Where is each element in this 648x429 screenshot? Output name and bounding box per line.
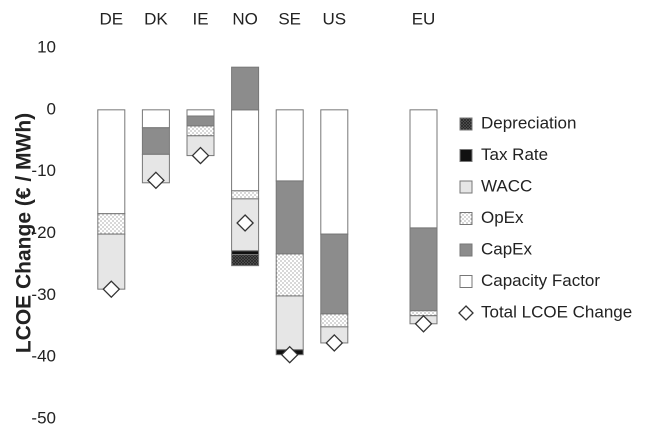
bar-segment	[231, 190, 260, 200]
total-marker	[414, 314, 433, 333]
bar-segment	[275, 180, 304, 255]
y-tick-label: 10	[37, 37, 56, 56]
bar-segment	[275, 295, 304, 351]
total-marker	[236, 214, 255, 232]
legend-label: CapEx	[481, 239, 533, 258]
legend-swatch	[459, 275, 473, 288]
bar-segment	[275, 253, 304, 297]
x-tick-label: EU	[412, 9, 436, 28]
y-tick-label: -30	[31, 285, 56, 304]
bar-segment	[231, 254, 260, 267]
legend-swatch	[459, 212, 473, 225]
bar-segment	[320, 109, 349, 235]
bar-segment	[409, 109, 438, 229]
legend-label: Total LCOE Change	[481, 302, 632, 321]
total-marker	[325, 334, 344, 352]
bar-segment	[186, 115, 215, 127]
legend-label: WACC	[481, 176, 532, 195]
bar-segment	[231, 66, 260, 111]
bar-segment	[186, 125, 215, 137]
x-tick-label: NO	[232, 9, 258, 28]
y-tick-label: 0	[47, 99, 56, 118]
x-tick-label: US	[322, 9, 346, 28]
total-marker	[280, 345, 299, 364]
bar-segment	[320, 233, 349, 315]
x-tick-label: IE	[192, 9, 208, 28]
legend-label: Depreciation	[481, 113, 576, 132]
x-tick-label: DK	[144, 9, 168, 28]
y-tick-label: -40	[31, 347, 56, 366]
y-tick-label: -20	[31, 223, 56, 242]
bar-segment	[141, 109, 170, 129]
bar-segment	[186, 109, 215, 117]
x-tick-label: SE	[278, 9, 301, 28]
bar-segment	[97, 109, 126, 215]
legend-swatch	[459, 243, 473, 257]
y-tick-label: -10	[31, 161, 56, 180]
legend-label: OpEx	[481, 208, 524, 227]
bar-segment	[409, 227, 438, 312]
bar-segment	[275, 109, 304, 182]
y-axis-title: LCOE Change (€ / MWh)	[13, 113, 36, 353]
bar-segment	[97, 213, 126, 235]
bar-segment	[97, 233, 126, 290]
total-marker	[146, 171, 165, 190]
legend-label: Capacity Factor	[481, 271, 600, 290]
legend-label: Tax Rate	[481, 145, 548, 164]
bar-segment	[141, 127, 170, 155]
x-tick-label: DE	[99, 9, 123, 28]
y-tick-label: -50	[31, 408, 56, 427]
bar-segment	[231, 109, 260, 192]
total-marker	[191, 146, 210, 165]
total-marker	[102, 280, 121, 299]
legend-swatch	[459, 149, 473, 162]
legend-marker	[458, 305, 474, 321]
bar-segment	[320, 313, 349, 328]
legend-swatch	[459, 180, 473, 194]
bar-segment	[231, 250, 260, 256]
legend-swatch	[459, 117, 473, 131]
